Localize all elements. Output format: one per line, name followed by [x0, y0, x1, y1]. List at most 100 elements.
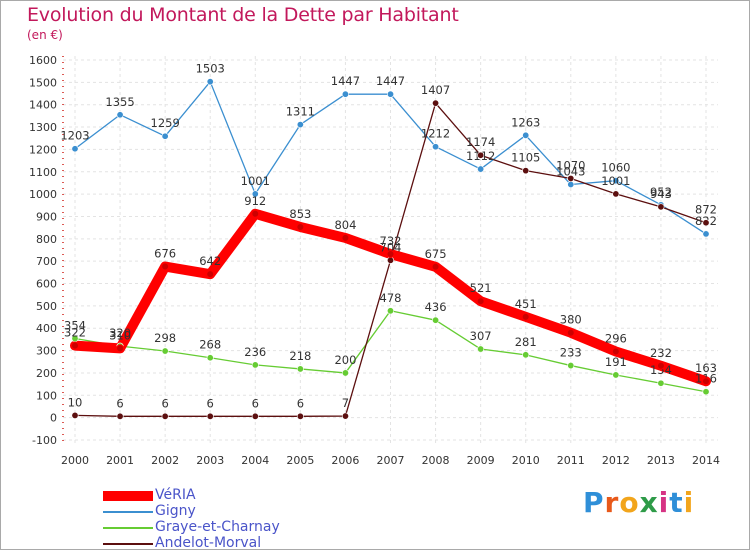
legend-label: Andelot-Morval	[155, 535, 262, 551]
legend-swatch	[103, 511, 153, 513]
data-point	[116, 412, 124, 420]
data-point	[702, 219, 710, 227]
data-label: 322	[64, 326, 86, 340]
data-label: 232	[650, 346, 672, 360]
data-point	[566, 328, 575, 337]
data-label: 354	[64, 319, 86, 333]
x-tick-label: 2001	[106, 454, 134, 467]
data-point	[71, 341, 79, 350]
data-label: 6	[116, 396, 123, 410]
data-point	[341, 369, 349, 377]
y-tick-label: 100	[36, 389, 57, 402]
data-point	[341, 233, 350, 242]
data-point	[206, 78, 214, 86]
data-label: 1001	[241, 174, 270, 188]
y-tick-label: 1200	[29, 143, 57, 156]
data-point	[251, 361, 259, 369]
x-tick-label: 2009	[467, 454, 495, 467]
y-tick-label: 0	[50, 412, 57, 425]
data-point	[432, 143, 440, 151]
y-tick-label: 1100	[29, 166, 57, 179]
data-point	[296, 222, 305, 231]
y-tick-label: 1400	[29, 99, 57, 112]
data-point	[251, 412, 259, 420]
data-label: 952	[650, 185, 672, 199]
data-label: 1447	[331, 74, 360, 88]
data-point	[116, 111, 124, 119]
y-tick-label: 400	[36, 322, 57, 335]
data-label: 310	[109, 328, 131, 342]
data-point	[432, 99, 440, 107]
data-label: 1311	[286, 105, 315, 119]
data-label: 1203	[60, 129, 89, 143]
logo-letter: t	[669, 486, 684, 519]
legend-swatch	[103, 527, 153, 529]
data-label: 804	[334, 218, 356, 232]
data-point	[161, 262, 170, 271]
data-point	[341, 412, 349, 420]
data-point	[702, 377, 710, 386]
data-label: 154	[650, 363, 672, 377]
y-tick-label: 900	[36, 210, 57, 223]
data-label: 320	[109, 326, 131, 340]
x-tick-label: 2003	[196, 454, 224, 467]
y-tick-label: 200	[36, 367, 57, 380]
x-tick-label: 2013	[647, 454, 675, 467]
data-point	[657, 203, 665, 211]
y-tick-label: 1000	[29, 188, 57, 201]
data-label: 1503	[196, 62, 225, 76]
data-point	[656, 361, 665, 370]
data-point	[161, 412, 169, 420]
data-point	[702, 230, 710, 238]
data-point	[431, 262, 440, 271]
data-label: 191	[605, 355, 627, 369]
data-point	[432, 316, 440, 324]
data-label: 1259	[151, 116, 180, 130]
legend-swatch	[103, 491, 153, 501]
data-point	[296, 412, 304, 420]
data-label: 6	[297, 396, 304, 410]
data-label: 1001	[601, 174, 630, 188]
data-label: 6	[161, 396, 168, 410]
data-label: 1060	[601, 161, 630, 175]
data-point	[702, 388, 710, 396]
data-label: 521	[470, 281, 492, 295]
data-point	[71, 411, 79, 419]
data-point	[611, 347, 620, 356]
data-label: 853	[289, 207, 311, 221]
data-label: 642	[199, 254, 221, 268]
data-point	[567, 362, 575, 370]
data-label: 872	[695, 203, 717, 217]
data-point	[386, 256, 394, 264]
x-tick-label: 2010	[512, 454, 540, 467]
data-point	[341, 90, 349, 98]
data-point	[386, 307, 394, 315]
data-point	[206, 270, 215, 279]
data-point	[161, 132, 169, 140]
legend-label: Gigny	[155, 503, 196, 519]
logo-letter: r	[604, 486, 620, 519]
data-label: 10	[68, 395, 83, 409]
data-point	[477, 345, 485, 353]
y-tick-label: 700	[36, 255, 57, 268]
data-point	[522, 351, 530, 359]
data-label: 436	[425, 300, 447, 314]
logo-letter: i	[658, 486, 670, 519]
data-label: 281	[515, 335, 537, 349]
x-tick-label: 2014	[692, 454, 720, 467]
logo-letter: P	[583, 486, 605, 519]
data-label: 676	[154, 247, 176, 261]
y-tick-label: 500	[36, 300, 57, 313]
data-label: 675	[425, 247, 447, 261]
y-tick-label: 600	[36, 278, 57, 291]
data-label: 1105	[511, 151, 540, 165]
data-label: 1407	[421, 83, 450, 97]
data-point	[251, 209, 260, 218]
x-tick-label: 2012	[602, 454, 630, 467]
data-point	[476, 297, 485, 306]
data-point	[567, 174, 575, 182]
chart-title: Evolution du Montant de la Dette par Hab…	[27, 4, 459, 26]
data-label: 218	[289, 349, 311, 363]
